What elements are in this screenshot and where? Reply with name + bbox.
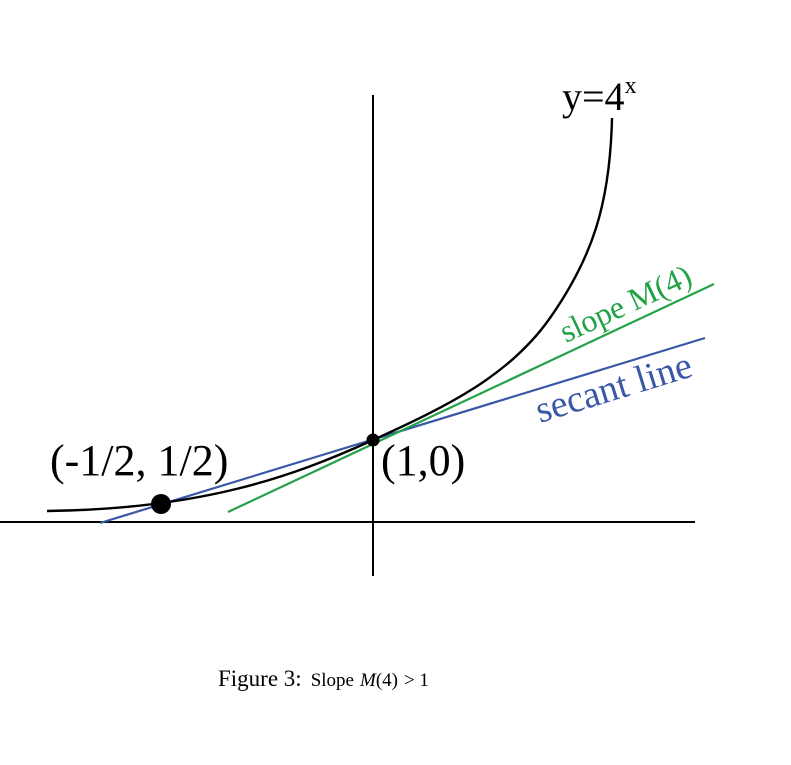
caption-slope-word: Slope: [311, 670, 354, 691]
point-center-label: (1,0): [381, 436, 465, 485]
tangent-line: [227, 283, 715, 513]
point-left: [151, 494, 171, 514]
point-left-label: (-1/2, 1/2): [50, 436, 228, 485]
curve-label-exponent: x: [625, 73, 637, 99]
curve-label: y=4x: [562, 73, 637, 119]
caption-prefix: Figure 3:: [218, 666, 302, 691]
point-center: [366, 433, 380, 447]
caption-func: M: [359, 670, 377, 691]
caption-relation: > 1: [404, 670, 429, 691]
exponential-curve: [46, 117, 614, 513]
figure-caption: Figure 3: Slope M(4) > 1: [218, 666, 429, 691]
caption-arg: (4): [376, 670, 398, 691]
